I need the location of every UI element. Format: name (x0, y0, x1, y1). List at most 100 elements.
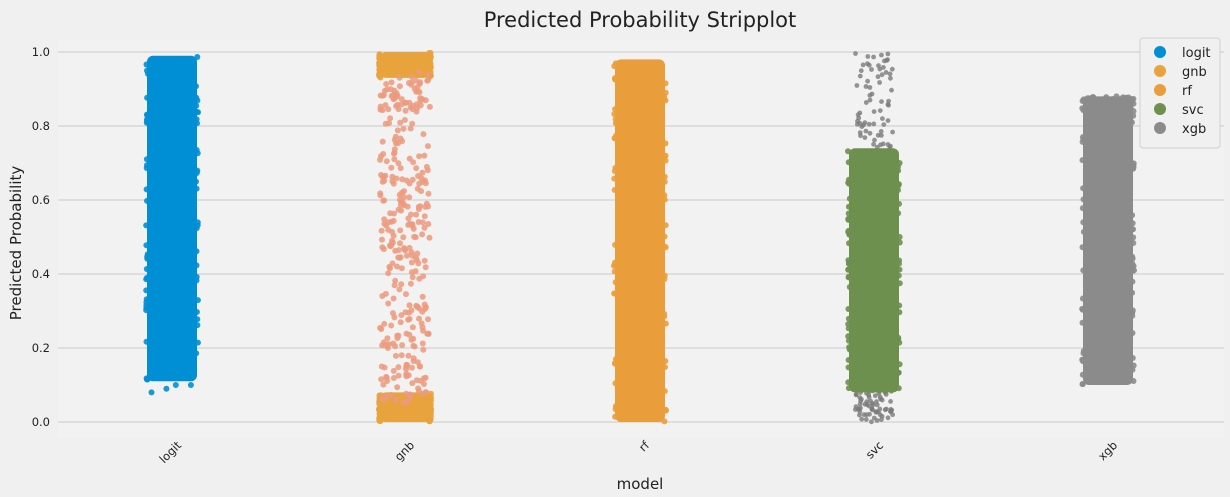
strip-gnb-point (392, 277, 399, 284)
strip-svc-point (881, 122, 887, 127)
strip-xgb-point (1079, 381, 1086, 388)
strip-gnb-point (426, 234, 433, 241)
strip-logit-point (144, 94, 151, 101)
strip-gnb-point (390, 340, 397, 347)
strip-gnb (380, 52, 430, 78)
strip-logit-point (193, 102, 200, 109)
strip-gnb-point (379, 395, 386, 402)
strip-gnb-point (379, 293, 386, 299)
strip-gnb-point (409, 274, 416, 281)
strip-gnb-point (393, 396, 399, 403)
x-axis-label: model (617, 475, 664, 493)
strip-svc-point (874, 399, 879, 404)
strip-logit-point (143, 307, 150, 314)
strip-gnb-point (421, 152, 428, 159)
strip-svc-point (874, 418, 880, 423)
strip-svc-point (882, 407, 888, 413)
strip-logit-point (193, 178, 199, 185)
strip-gnb-point (379, 138, 386, 145)
strip-svc-point (854, 83, 860, 88)
strip-svc-point (895, 385, 902, 392)
strip-logit-point (195, 109, 201, 116)
strip-gnb-point (408, 259, 415, 266)
strip-gnb-point (396, 83, 403, 90)
legend-label-gnb: gnb (1182, 65, 1207, 80)
strip-xgb-point (1129, 278, 1136, 285)
strip-svc (849, 148, 899, 393)
strip-logit-point (194, 297, 201, 304)
strip-gnb-point (417, 377, 424, 384)
strip-rf-point (661, 418, 668, 425)
strip-gnb-point (388, 391, 395, 398)
strip-rf-point (612, 356, 619, 362)
strip-gnb-point (427, 54, 434, 61)
strip-gnb-point (388, 242, 395, 249)
strip-rf-point (661, 196, 668, 203)
strip-xgb-point (1079, 371, 1086, 378)
strip-gnb-point (395, 364, 402, 371)
strip-gnb-point (424, 77, 431, 84)
strip-gnb-point (421, 224, 428, 231)
strip-logit-point (143, 186, 150, 193)
strip-logit-point (143, 276, 150, 283)
strip-xgb-point (1091, 100, 1097, 107)
strip-gnb-point (419, 231, 426, 238)
strip-rf-point (661, 272, 668, 279)
strip-gnb-point (409, 324, 416, 331)
strip-gnb-point (383, 81, 390, 87)
strip-xgb-point (1131, 267, 1137, 274)
strip-gnb-point (426, 402, 433, 409)
strip-gnb-point (415, 203, 422, 210)
strip-gnb-point (421, 213, 428, 220)
strip-svc-point (896, 302, 903, 309)
strip-gnb-point (383, 373, 390, 380)
strip-gnb-point (411, 343, 418, 350)
strip-xgb-point (1080, 219, 1087, 226)
strip-rf-point (662, 80, 669, 87)
strip-gnb-point (409, 364, 415, 371)
y-tick-label: 0.4 (32, 267, 50, 281)
strip-svc-point (871, 54, 876, 60)
strip-gnb-point (408, 269, 415, 276)
strip-xgb-point (1107, 101, 1113, 108)
y-tick-label: 0.2 (32, 341, 50, 355)
strip-svc-point (896, 266, 903, 273)
legend-marker-logit (1154, 46, 1166, 58)
strip-svc-point (866, 394, 872, 400)
strip-svc-point (885, 142, 891, 147)
legend-marker-rf (1154, 84, 1166, 96)
strip-svc-point (877, 80, 882, 85)
strip-rf-point (612, 413, 619, 420)
strip-xgb-point (1129, 312, 1136, 319)
strip-svc-point (879, 397, 885, 403)
strip-gnb-point (400, 234, 407, 241)
strip-gnb-point (387, 210, 394, 217)
strip-gnb-point (397, 165, 404, 172)
strip-gnb-point (401, 117, 408, 123)
strip-xgb-point (1080, 185, 1087, 192)
strip-gnb-point (403, 373, 410, 380)
strip-rf-point (612, 279, 619, 286)
strip-xgb-point (1079, 306, 1086, 313)
strip-gnb-point (425, 71, 432, 78)
strip-gnb-point (385, 300, 392, 307)
strip-svc-point (875, 74, 881, 80)
strip-logit-point (193, 262, 200, 269)
strip-svc-point (869, 406, 875, 411)
strip-xgb-point (1079, 138, 1086, 145)
strip-gnb-point (392, 133, 399, 140)
strip-svc-point (885, 118, 891, 123)
strip-gnb-point (422, 180, 429, 187)
strip-gnb-point (394, 127, 401, 134)
strip-gnb-point (413, 165, 420, 172)
strip-rf-point (612, 106, 618, 113)
strip-rf-point (662, 97, 669, 104)
strip-rf-point (612, 120, 619, 127)
strip-xgb-point (1089, 94, 1096, 101)
strip-gnb-point (398, 189, 405, 196)
strip-rf-point (661, 313, 668, 320)
strip-gnb-point (425, 190, 432, 197)
strip-rf-point (662, 320, 669, 327)
strip-svc-point (888, 409, 894, 414)
strip-svc-point (867, 411, 872, 417)
